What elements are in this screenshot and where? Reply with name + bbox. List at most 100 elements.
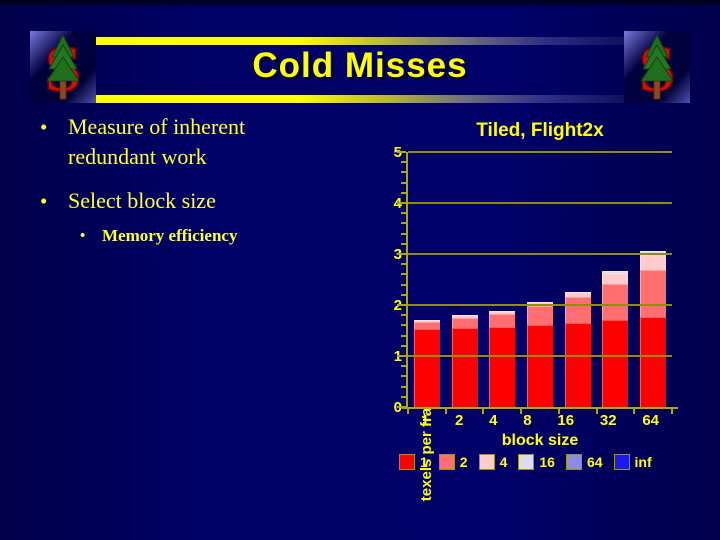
bar-segment-1 — [602, 320, 629, 407]
bar-segment-1 — [489, 326, 516, 407]
header-rule-top — [96, 37, 624, 45]
legend-label: 64 — [586, 454, 603, 470]
gridline — [408, 355, 672, 357]
x-tick-label: 8 — [523, 412, 532, 429]
legend-swatch — [438, 454, 455, 470]
bullet-subitem: • Memory efficiency — [80, 224, 360, 248]
bar-segment-4 — [564, 291, 591, 297]
bar-1 — [413, 320, 440, 407]
gridline — [408, 151, 672, 153]
chart-legend: 1 2 4 16 64 inf — [399, 454, 652, 470]
legend-swatch — [518, 454, 535, 470]
bar-segment-1 — [526, 325, 553, 407]
legend-item: 64 — [565, 454, 603, 470]
bar-segment-4 — [451, 315, 478, 318]
y-tick — [397, 202, 406, 204]
x-tick — [482, 409, 485, 414]
y-tick — [397, 355, 406, 357]
legend-swatch — [478, 454, 495, 470]
y-tick — [401, 232, 406, 235]
bullet-item: • Select block size — [40, 186, 360, 216]
x-tick — [557, 409, 560, 414]
bar-segment-2 — [451, 317, 478, 328]
x-tick-label: 4 — [489, 412, 498, 429]
y-tick — [401, 181, 406, 184]
bar-segment-1 — [640, 317, 667, 407]
legend-swatch — [399, 454, 415, 470]
bullet-text: Memory efficiency — [102, 226, 238, 245]
y-tick — [401, 273, 406, 276]
header-rule-bottom — [96, 95, 624, 103]
y-tick — [401, 161, 406, 164]
bullet-text: Measure of inherent redundant work — [68, 114, 246, 169]
y-tick — [401, 222, 406, 225]
legend-item: 1 — [399, 454, 428, 470]
gridline — [408, 304, 672, 306]
bar-segment-2 — [489, 314, 516, 327]
y-tick — [401, 375, 406, 378]
bar-segment-4 — [640, 253, 667, 271]
bar-segment-2 — [413, 321, 440, 330]
x-tick — [444, 409, 447, 414]
y-tick — [401, 385, 406, 388]
y-tick — [397, 151, 406, 153]
x-axis-line — [402, 407, 678, 409]
y-tick — [401, 293, 406, 296]
x-axis-label: block size — [501, 432, 579, 449]
x-tick — [671, 409, 673, 414]
x-tick — [633, 409, 636, 414]
y-tick — [401, 283, 406, 286]
legend-item: 16 — [518, 454, 555, 470]
bar-2 — [451, 315, 478, 407]
bar-segment-1 — [413, 329, 440, 407]
bullet-marker: • — [40, 115, 48, 139]
x-tick-label: 32 — [599, 412, 617, 429]
x-tick-labels: 1 2 4 8 16 32 64 — [408, 412, 672, 429]
x-tick-label: 2 — [455, 412, 464, 429]
y-tick — [401, 395, 406, 398]
bar-segment-1 — [451, 327, 478, 407]
legend-swatch — [565, 454, 582, 470]
bar-segment-16 — [602, 271, 629, 274]
y-tick — [401, 242, 406, 245]
x-tick-label: 64 — [642, 412, 660, 429]
y-tick — [401, 314, 406, 317]
page-title: Cold Misses — [252, 46, 468, 85]
legend-item: 2 — [438, 454, 468, 470]
plot-area: texels per fragment 012345 — [394, 144, 678, 501]
bar-segment-2 — [526, 306, 553, 326]
legend-label: 1 — [420, 454, 428, 470]
bar-segment-4 — [489, 311, 516, 315]
x-tick-label: 1 — [420, 412, 430, 429]
bullet-marker: • — [40, 189, 48, 213]
bar-16 — [564, 291, 591, 407]
bullet-marker: • — [80, 228, 86, 244]
bar-segment-2 — [564, 296, 591, 324]
bar-32 — [602, 271, 629, 407]
bar-segment-2 — [640, 270, 667, 318]
x-tick-label: 16 — [557, 412, 575, 429]
stanford-logo-icon: S — [624, 31, 690, 103]
bar-segment-1 — [564, 323, 591, 407]
stanford-logo-icon: S — [30, 31, 96, 103]
legend-item: inf — [613, 454, 652, 470]
y-tick — [401, 344, 406, 347]
bullet-text: Select block size — [68, 188, 216, 213]
bar-segment-4 — [602, 273, 629, 284]
bar-segment-4 — [413, 320, 440, 322]
legend-label: 2 — [459, 454, 468, 470]
bar-group — [408, 152, 672, 407]
chart-title: Tiled, Flight2x — [476, 120, 604, 141]
x-tick — [595, 409, 598, 414]
bar-64 — [640, 250, 667, 407]
bullet-item: • Measure of inherent redundant work — [40, 112, 360, 172]
legend-item: 4 — [478, 454, 507, 470]
bar-segment-16 — [640, 250, 667, 254]
bar-segment-2 — [602, 283, 629, 321]
bullet-list: • Measure of inherent redundant work • S… — [40, 112, 360, 262]
y-tick — [397, 406, 406, 408]
y-axis-line — [406, 152, 408, 409]
x-tick — [407, 409, 409, 414]
y-tick — [401, 212, 406, 215]
y-tick — [397, 253, 406, 255]
